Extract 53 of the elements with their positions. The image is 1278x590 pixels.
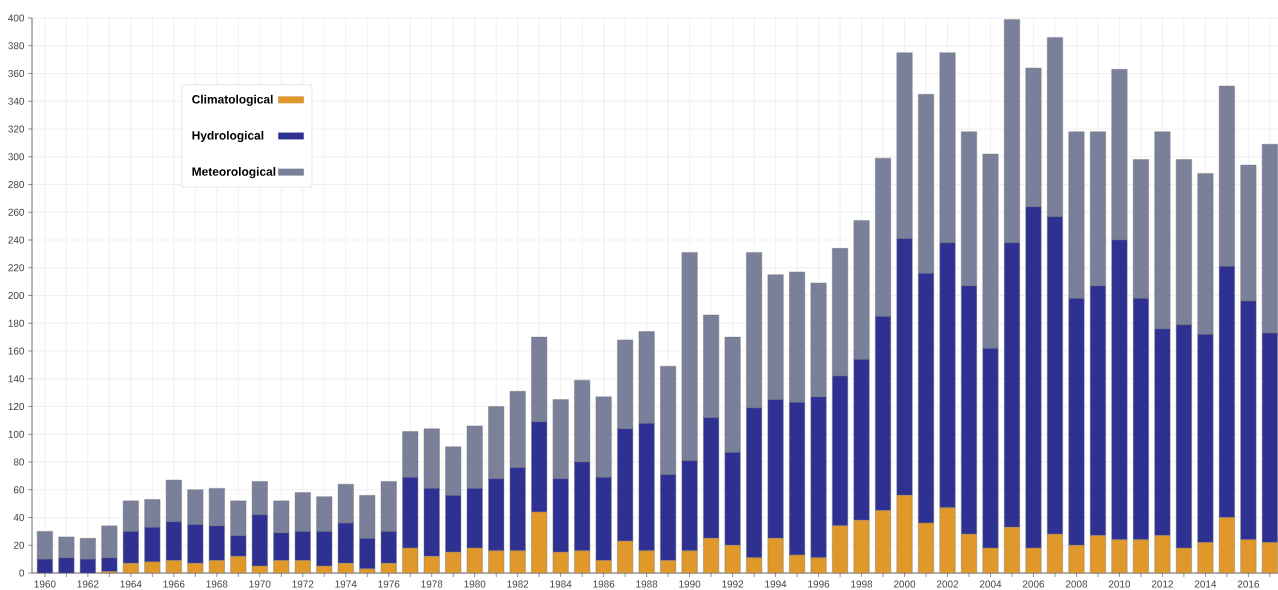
x-tick-label: 1968 [206, 580, 228, 588]
y-tick-label: 360 [8, 69, 25, 78]
x-tick-label: 1978 [421, 580, 443, 588]
y-tick-label: 0 [19, 569, 25, 577]
x-tick-label: 1970 [249, 580, 271, 588]
x-tick-label: 1996 [808, 580, 830, 588]
x-tick-label: 1982 [507, 580, 529, 588]
x-tick-label: 2014 [1194, 580, 1217, 588]
x-tick-label: 1998 [851, 580, 873, 588]
y-tick-label: 240 [8, 236, 25, 244]
y-tick-label: 120 [8, 402, 25, 411]
y-tick-label: 60 [13, 486, 25, 494]
x-tick-label: 1988 [636, 580, 658, 588]
y-tick-label: 220 [8, 264, 25, 272]
x-tick-label: 1994 [765, 580, 787, 588]
x-tick-label: 1992 [722, 580, 744, 588]
y-tick-label: 20 [13, 541, 25, 549]
x-tick-label: 2008 [1065, 580, 1088, 588]
legend-label: Climatological [192, 94, 273, 106]
y-tick-label: 160 [8, 347, 25, 355]
x-tick-label: 1960 [34, 580, 56, 588]
x-tick-label: 1972 [292, 580, 314, 588]
x-tick-label: 1984 [550, 580, 572, 588]
x-tick-label: 2000 [893, 580, 916, 588]
x-tick-label: 2012 [1151, 580, 1174, 588]
x-tick-label: 2016 [1237, 580, 1260, 588]
y-tick-label: 300 [8, 153, 25, 161]
y-tick-label: 180 [8, 319, 25, 327]
y-tick-label: 400 [8, 14, 25, 22]
x-tick-label: 1986 [593, 580, 615, 588]
x-tick-label: 2006 [1022, 580, 1045, 588]
x-tick-label: 1966 [163, 580, 185, 588]
y-tick-label: 80 [13, 458, 25, 466]
x-tick-label: 1980 [464, 580, 486, 588]
x-tick-label: 2004 [979, 580, 1002, 588]
y-tick-label: 140 [8, 375, 25, 383]
x-tick-label: 1964 [120, 580, 142, 588]
y-tick-label: 100 [8, 430, 25, 438]
x-tick-label: 1962 [77, 580, 99, 588]
x-tick-label: 1990 [679, 580, 701, 588]
y-tick-label: 380 [8, 42, 25, 50]
x-tick-label: 1976 [378, 580, 400, 588]
legend-label: Meteorological [192, 167, 276, 179]
y-tick-label: 320 [8, 125, 25, 133]
y-tick-label: 280 [8, 180, 25, 189]
y-tick-label: 40 [13, 513, 25, 522]
x-tick-label: 2002 [936, 580, 959, 588]
x-tick-label: 1974 [335, 580, 357, 588]
legend-label: Hydrological [192, 130, 264, 143]
x-tick-label: 2010 [1108, 580, 1131, 588]
y-tick-label: 200 [8, 291, 25, 300]
y-tick-label: 260 [8, 208, 25, 216]
y-tick-label: 340 [8, 97, 25, 105]
